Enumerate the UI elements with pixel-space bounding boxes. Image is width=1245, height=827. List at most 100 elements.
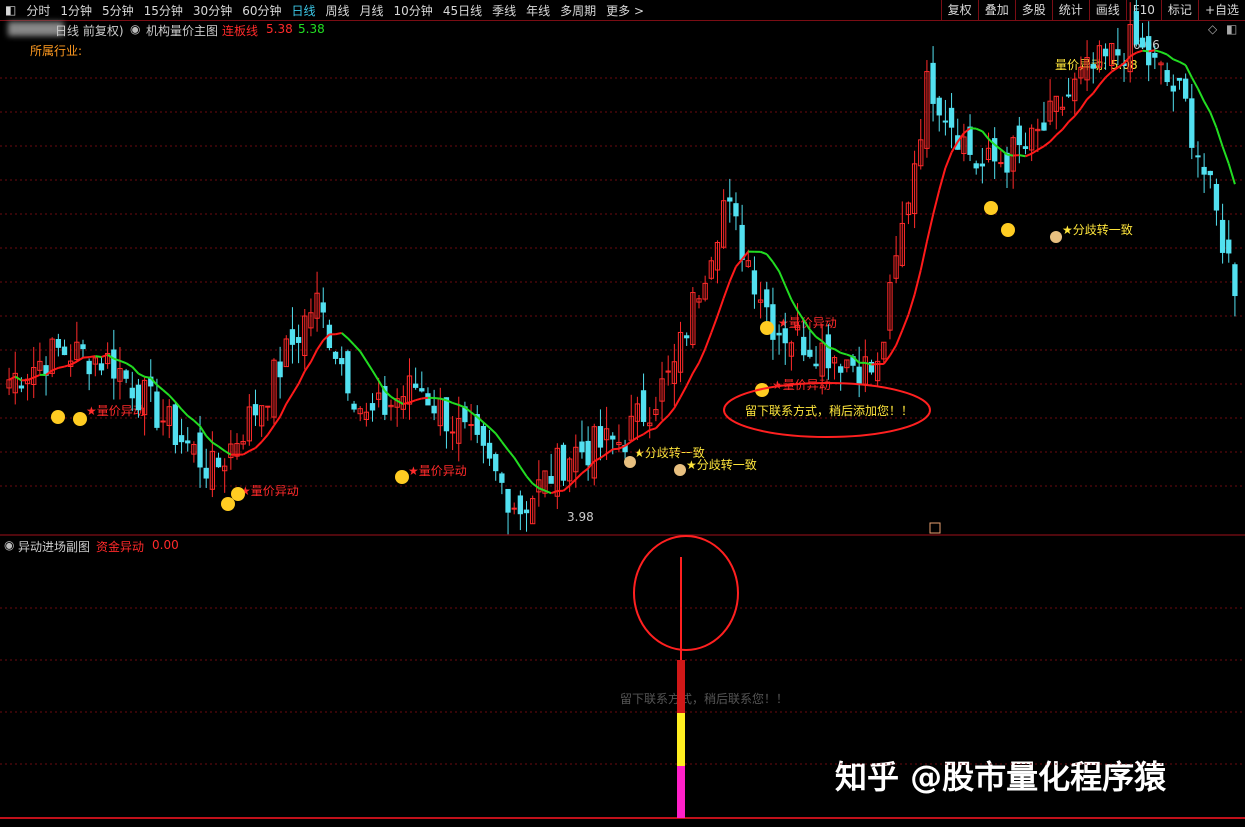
ma-line-segment xyxy=(187,415,195,422)
sub-toggle-icon[interactable]: ◉ xyxy=(4,538,15,552)
layout-icon[interactable]: ◧ xyxy=(1226,22,1238,36)
period-tab[interactable]: 日线 xyxy=(291,3,316,18)
diamond-icon[interactable]: ◇ xyxy=(1208,22,1218,36)
candle-body xyxy=(295,337,302,343)
ma-line-segment xyxy=(168,394,177,403)
candle-body xyxy=(1028,127,1035,151)
candle-body xyxy=(542,470,548,494)
ma-line-segment xyxy=(1227,163,1236,185)
ma-line-segment xyxy=(1098,76,1107,86)
candle-body xyxy=(505,488,511,513)
ma-line-segment xyxy=(882,354,891,365)
toolbar-button[interactable]: 标记 xyxy=(1160,0,1198,21)
toolbar-button[interactable]: 多股 xyxy=(1014,0,1052,21)
panel-toggle-icon[interactable]: ◧ xyxy=(5,3,17,17)
candle-body xyxy=(1041,122,1047,131)
candle-body xyxy=(265,405,271,408)
ma-line-segment xyxy=(735,258,743,268)
candle-body xyxy=(252,404,259,416)
toolbar-button[interactable]: 叠加 xyxy=(977,0,1015,21)
ma-line-segment xyxy=(834,348,842,354)
period-tab[interactable]: 5分钟 xyxy=(102,3,134,18)
candle-body xyxy=(332,351,339,359)
ma-line-segment xyxy=(341,332,349,340)
candle-body xyxy=(55,339,62,348)
ma-line-segment xyxy=(679,385,688,398)
ma-line-segment xyxy=(950,141,959,153)
period-tab[interactable]: 月线 xyxy=(359,3,384,18)
indicator-toggle-icon[interactable]: ◉ xyxy=(130,22,141,36)
candle-body xyxy=(1219,219,1226,253)
candle-body xyxy=(838,366,844,373)
ma-line-segment xyxy=(1037,145,1045,151)
ma-line-segment xyxy=(956,132,965,143)
ma-line-segment xyxy=(525,475,534,485)
period-tab[interactable]: 季线 xyxy=(492,3,517,18)
candle-body xyxy=(1170,85,1176,92)
candle-body xyxy=(486,442,493,459)
period-tab[interactable]: 多周期 xyxy=(560,3,597,18)
period-tab[interactable]: 15分钟 xyxy=(143,3,183,18)
candle-body xyxy=(973,163,979,169)
ma-line-segment xyxy=(452,401,460,406)
period-tab[interactable]: 60分钟 xyxy=(242,3,282,18)
period-tab[interactable]: 更多 > xyxy=(606,3,645,18)
toolbar-button[interactable]: 复权 xyxy=(940,0,978,21)
ma-line-segment xyxy=(907,294,916,316)
period-tab[interactable]: 1分钟 xyxy=(60,3,92,18)
period-tab[interactable]: 年线 xyxy=(526,3,551,18)
candle-body xyxy=(603,428,610,441)
candle-body xyxy=(757,299,764,303)
ma-line-segment xyxy=(606,448,614,455)
candle-body xyxy=(794,324,801,331)
ma-line-segment xyxy=(464,406,472,414)
candle-body xyxy=(634,403,641,422)
ma-line-segment xyxy=(987,138,996,146)
candle-body xyxy=(511,507,517,510)
ma-line-segment xyxy=(642,429,651,436)
candle-body xyxy=(178,435,185,443)
ma-line-segment xyxy=(846,353,854,358)
period-tab[interactable]: 分时 xyxy=(26,3,51,18)
candle-body xyxy=(283,338,289,368)
ma-line-segment xyxy=(303,361,312,372)
ma-line-segment xyxy=(1031,148,1039,155)
money-bag-icon xyxy=(624,456,636,468)
period-tab[interactable]: 周线 xyxy=(325,3,350,18)
toolbar-button[interactable]: +自选 xyxy=(1197,0,1245,21)
ma-line-segment xyxy=(575,472,583,481)
value-green: 5.38 xyxy=(298,22,325,36)
sub-value: 0.00 xyxy=(152,538,179,552)
ma-line-segment xyxy=(403,401,410,406)
candle-body xyxy=(345,351,351,394)
candle-body xyxy=(412,383,419,388)
ma-line-segment xyxy=(741,250,750,260)
signal-bar-yellow xyxy=(677,713,685,766)
annotation-divergence: ★分歧转一致 xyxy=(634,446,705,460)
ma-line-segment xyxy=(673,396,682,409)
ma-line-segment xyxy=(1073,107,1082,117)
candle-body xyxy=(369,403,376,411)
candle-body xyxy=(560,444,567,481)
candle-body xyxy=(985,147,992,161)
candle-body xyxy=(382,386,388,415)
period-tab[interactable]: 10分钟 xyxy=(393,3,433,18)
candle-body xyxy=(443,397,450,432)
ma-line-segment xyxy=(224,450,232,456)
value-red: 5.38 xyxy=(266,22,293,36)
ma-line-segment xyxy=(297,370,306,385)
ma-line-segment xyxy=(865,361,872,366)
period-tab[interactable]: 45日线 xyxy=(442,3,483,18)
signal-bar-red xyxy=(677,660,685,713)
period-tab[interactable]: 30分钟 xyxy=(192,3,233,18)
ma-line-segment xyxy=(944,152,953,169)
toolbar-button[interactable]: 画线 xyxy=(1088,0,1126,21)
toolbar-button[interactable]: 统计 xyxy=(1051,0,1089,21)
ma-line-segment xyxy=(285,393,294,405)
ma-line-segment xyxy=(1129,51,1137,58)
ma-line-segment xyxy=(89,355,96,359)
candle-body xyxy=(406,375,413,405)
ma-line-segment xyxy=(260,434,269,443)
candle-body xyxy=(911,163,918,215)
